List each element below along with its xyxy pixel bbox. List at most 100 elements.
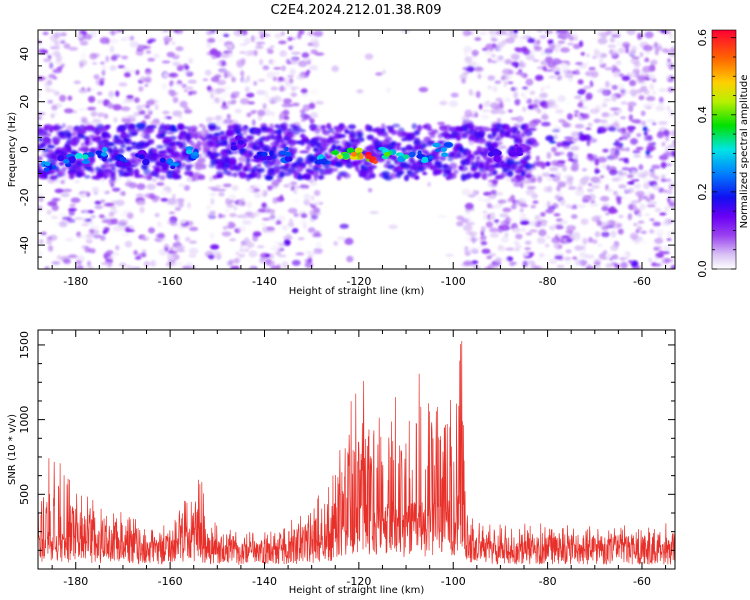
spectrogram-cell (56, 54, 63, 62)
colorbar-label: Normalized spectral amplitude (739, 75, 750, 229)
spectrogram-cell (497, 46, 504, 54)
spectrogram-cell (233, 205, 238, 211)
spectrogram-cell (163, 35, 173, 43)
spectrogram-cell (57, 171, 66, 177)
spectrogram-cell (109, 38, 119, 44)
spectrogram-cell (206, 41, 212, 49)
snr-x-tick-label: -80 (539, 575, 557, 588)
spectrogram-cell (553, 151, 561, 157)
spectrogram-cell (624, 160, 630, 164)
spectrogram-cell (290, 185, 295, 191)
spectrogram-cell (281, 65, 286, 72)
spectrogram-cell (299, 133, 306, 139)
spectrogram-cell (308, 99, 314, 103)
spectrogram-cell (616, 223, 623, 228)
spectrogram-cell (572, 256, 578, 260)
spectrogram-cell (508, 109, 513, 113)
spectrogram-cell (480, 241, 488, 246)
spectrogram-cell (549, 140, 557, 144)
spectrogram-cell (333, 241, 339, 246)
colorbar-tick-label: 0.0 (696, 260, 709, 278)
spectrogram-cell (160, 197, 168, 202)
spectrogram-cell (60, 179, 66, 185)
spectrogram-cell (502, 207, 512, 213)
spectrogram-cell (248, 250, 258, 258)
spectrogram-cell (210, 197, 215, 205)
spectrogram-cell (475, 126, 484, 131)
spectrogram-cell (244, 237, 250, 242)
spectrogram-cell (274, 33, 283, 39)
spectrogram-cell (38, 155, 43, 162)
spectrogram-cell (108, 30, 118, 35)
spectrogram-cell (422, 171, 428, 176)
spectrogram-cell (567, 42, 575, 46)
spectrogram-cell (564, 174, 573, 180)
spectrogram-cell (344, 129, 350, 134)
spectrogram-cell (270, 245, 281, 251)
spectrogram-cell (445, 253, 454, 257)
spectrogram-cell (608, 48, 618, 57)
spectrogram-cell (176, 198, 185, 203)
spectrogram-cell (290, 92, 298, 97)
spectrogram-cell (234, 91, 240, 95)
spectrogram-cell (610, 122, 620, 130)
spectrogram-cell (548, 258, 558, 265)
spectrogram-cell (519, 36, 529, 40)
spectrogram-cell (271, 179, 280, 187)
spectrogram-cell (534, 96, 543, 100)
spectrogram-cell (599, 174, 609, 182)
spectrogram-cell (355, 165, 360, 172)
spectrogram-cell (192, 174, 201, 181)
spectrogram-cell (571, 158, 579, 164)
spectrogram-cell (498, 145, 507, 149)
spectrogram-cell (121, 233, 130, 237)
spectrogram-cell (95, 130, 101, 136)
spectrogram-cell (450, 92, 459, 98)
spectrogram-cell (627, 101, 637, 107)
spectrogram-cell (337, 236, 346, 241)
spectrogram-cell (478, 31, 488, 36)
spectrogram-cell (61, 123, 66, 129)
spectrogram-cell (185, 236, 191, 242)
spectrogram-cell (513, 123, 521, 129)
spectrogram-cell (522, 179, 532, 184)
spectrogram-cell (289, 104, 294, 107)
spectrogram-cell (313, 189, 321, 197)
spectrogram-cell (509, 261, 515, 267)
spectrogram-cell (480, 226, 486, 233)
spectrogram-cell (58, 220, 68, 228)
spectrogram-cell (538, 229, 547, 236)
spectrogram-cell (172, 62, 180, 66)
spectrogram-cell (628, 105, 634, 113)
spectrogram-cell (482, 127, 492, 132)
spectrogram-cell (650, 142, 656, 146)
spectrogram-cell (637, 171, 646, 178)
spectrogram-cell (655, 229, 665, 236)
spectrogram-cell (171, 150, 180, 157)
spectrogram-cell (656, 131, 664, 139)
spectrogram-cell (555, 252, 566, 256)
spectrogram-cell (113, 148, 119, 156)
spectrogram-cell (76, 167, 83, 172)
spectrogram-cell (407, 132, 416, 140)
spectrogram-cell (61, 166, 67, 172)
spectrogram-cell (381, 170, 391, 177)
spectrogram-cell (588, 66, 596, 71)
spectrogram-cell (264, 253, 271, 258)
spectrogram-cell (246, 112, 252, 118)
snr-frame (37, 329, 676, 570)
spectrogram-cell (287, 36, 293, 42)
spectrogram-cell (635, 266, 641, 269)
spectrogram-cell (108, 212, 115, 217)
spectrogram-cell (652, 90, 656, 96)
spectrogram-cell (495, 192, 504, 196)
spectrogram-cell (85, 211, 90, 218)
spectrogram-cell (166, 174, 174, 179)
spectrogram-cell (625, 47, 629, 54)
spectrogram-cell (313, 247, 323, 255)
spectrogram-cell (620, 135, 629, 140)
spectrogram-cell (220, 214, 226, 218)
spectrogram-cell (426, 161, 433, 166)
spectrogram-cell (44, 266, 50, 269)
spectrogram-cell (288, 139, 297, 146)
